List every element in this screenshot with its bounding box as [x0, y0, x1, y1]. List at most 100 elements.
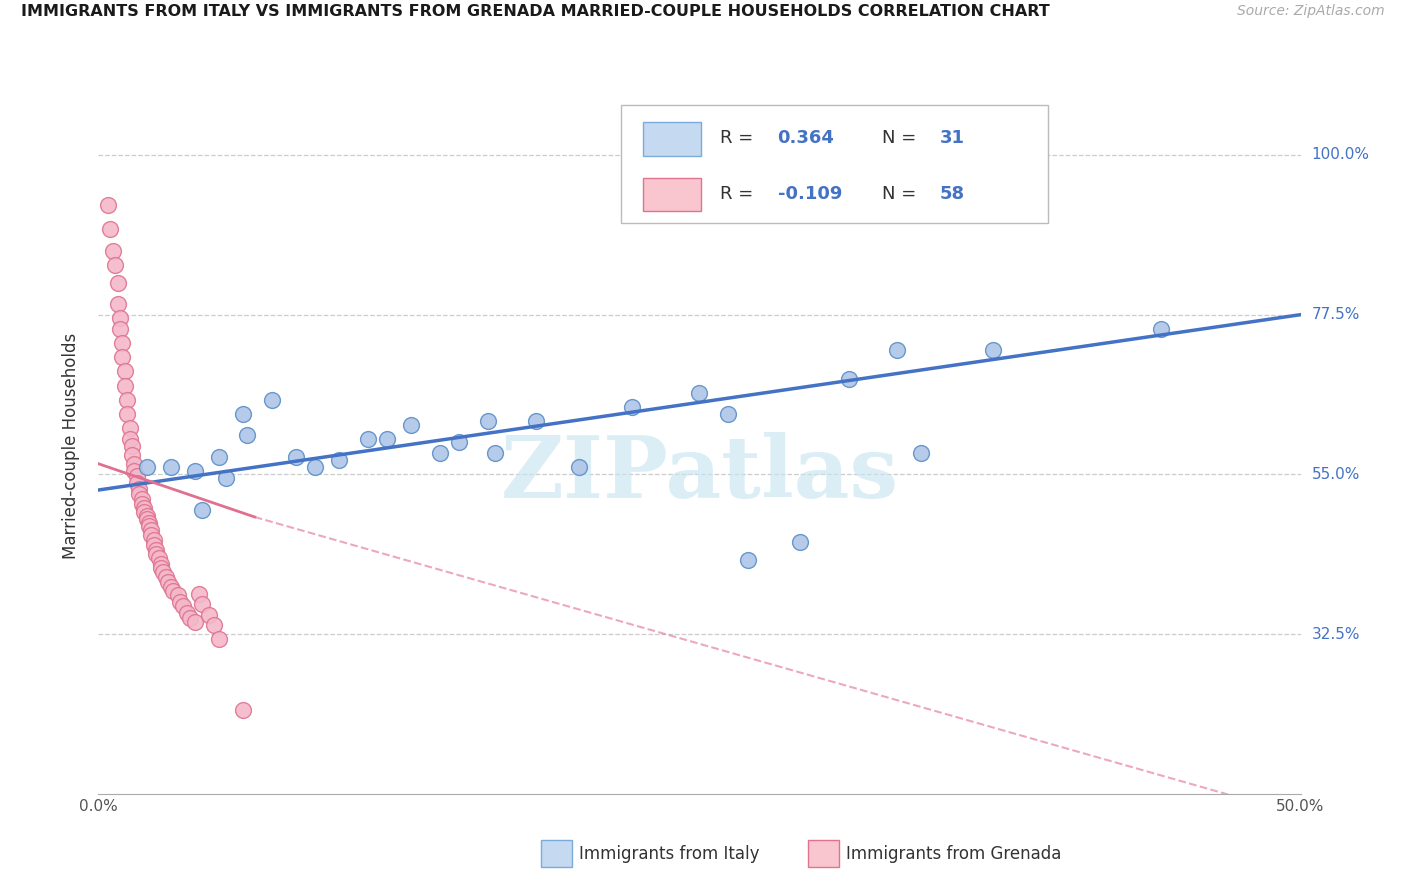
Point [124, 464, 146, 478]
Point [910, 446, 932, 460]
Point [125, 475, 148, 490]
Point [524, 414, 547, 428]
Point [357, 432, 380, 446]
Point [188, 587, 211, 601]
Text: Source: ZipAtlas.com: Source: ZipAtlas.com [1237, 4, 1385, 19]
Point [148, 551, 170, 566]
Point [142, 533, 165, 547]
Text: 77.5%: 77.5% [1312, 307, 1360, 322]
Point [111, 351, 134, 365]
Point [101, 244, 124, 258]
Point [117, 407, 139, 421]
Text: Immigrants from Italy: Immigrants from Italy [579, 845, 759, 863]
Point [183, 464, 205, 478]
Point [179, 611, 201, 625]
Text: ZIPatlas: ZIPatlas [501, 432, 898, 516]
Point [176, 606, 198, 620]
Point [104, 258, 127, 272]
Point [304, 460, 326, 475]
Point [429, 446, 451, 460]
Point [375, 432, 398, 446]
Point [149, 557, 172, 571]
Point [284, 450, 307, 464]
Point [128, 482, 150, 496]
Point [172, 599, 194, 613]
Point [97, 197, 120, 211]
Point [260, 392, 283, 407]
Point [183, 615, 205, 629]
Point [108, 311, 131, 326]
Point [166, 588, 188, 602]
Point [141, 523, 163, 537]
Point [117, 392, 139, 407]
Text: R =: R = [720, 129, 759, 147]
Point [131, 497, 153, 511]
Point [886, 343, 908, 358]
Point [621, 400, 644, 414]
Text: Immigrants from Grenada: Immigrants from Grenada [846, 845, 1062, 863]
Point [114, 378, 136, 392]
Point [737, 552, 759, 566]
FancyBboxPatch shape [643, 178, 700, 211]
Point [159, 580, 181, 594]
Point [232, 407, 254, 421]
Point [159, 460, 181, 475]
Point [121, 448, 143, 462]
Point [157, 575, 180, 590]
Point [138, 519, 160, 533]
Point [208, 632, 231, 646]
Point [1150, 322, 1173, 336]
Point [198, 607, 221, 622]
Point [169, 595, 191, 609]
Point [124, 457, 146, 471]
Point [838, 371, 860, 385]
Point [447, 435, 470, 450]
Text: 58: 58 [939, 185, 965, 202]
Point [232, 703, 254, 717]
Point [145, 542, 167, 557]
Point [118, 432, 141, 446]
Point [142, 538, 165, 552]
Point [125, 468, 148, 483]
Point [145, 547, 167, 561]
Point [155, 569, 177, 583]
Point [191, 503, 214, 517]
Point [108, 322, 131, 336]
Point [135, 512, 157, 526]
Point [149, 561, 172, 575]
Point [152, 566, 174, 580]
Point [111, 336, 134, 351]
Text: IMMIGRANTS FROM ITALY VS IMMIGRANTS FROM GRENADA MARRIED-COUPLE HOUSEHOLDS CORRE: IMMIGRANTS FROM ITALY VS IMMIGRANTS FROM… [21, 4, 1050, 20]
Point [981, 343, 1004, 358]
Point [107, 297, 129, 311]
FancyBboxPatch shape [643, 122, 700, 155]
Text: 55.0%: 55.0% [1312, 467, 1360, 482]
Point [121, 439, 143, 453]
Point [215, 471, 238, 485]
Point [100, 222, 122, 236]
Point [568, 460, 591, 475]
Point [118, 421, 141, 435]
Point [202, 618, 225, 632]
Text: 31: 31 [939, 129, 965, 147]
Text: 0.364: 0.364 [778, 129, 835, 147]
Point [132, 501, 155, 516]
Text: N =: N = [882, 185, 922, 202]
Point [131, 492, 153, 507]
Point [789, 534, 811, 549]
Point [688, 385, 710, 400]
Y-axis label: Married-couple Households: Married-couple Households [62, 333, 80, 559]
Point [399, 417, 422, 432]
Text: R =: R = [720, 185, 759, 202]
Text: -0.109: -0.109 [778, 185, 842, 202]
Point [138, 516, 160, 530]
Point [128, 487, 150, 501]
FancyBboxPatch shape [621, 105, 1047, 223]
Point [114, 364, 136, 378]
Text: N =: N = [882, 129, 922, 147]
Point [477, 414, 499, 428]
Point [132, 505, 155, 519]
Point [141, 527, 163, 541]
Point [236, 428, 259, 442]
Point [162, 583, 184, 598]
